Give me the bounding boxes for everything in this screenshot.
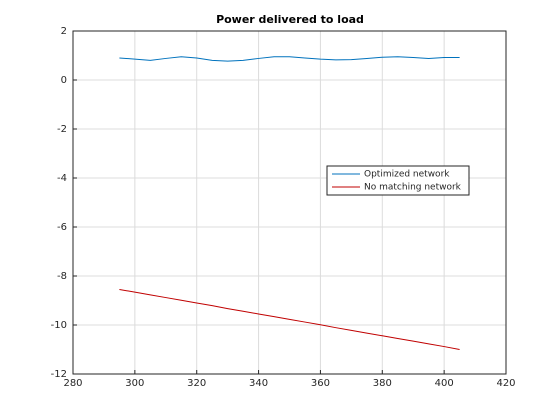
x-tick-label: 300	[125, 378, 144, 389]
axes-box	[72, 30, 507, 375]
data-line	[119, 288, 460, 350]
y-tick-label: -4	[57, 173, 67, 184]
y-tick-label: 2	[61, 26, 67, 37]
y-tick-label: -6	[57, 222, 67, 233]
y-tick-label: -8	[57, 271, 67, 282]
x-tick-label: 360	[311, 378, 330, 389]
x-tick-label: 320	[187, 378, 206, 389]
legend-label: No matching network	[364, 183, 462, 193]
x-tick-label: 280	[63, 378, 82, 389]
chart-title: Power delivered to load	[216, 13, 364, 26]
y-tick-label: -10	[51, 320, 67, 331]
y-tick-label: -2	[57, 124, 67, 135]
data-line	[119, 56, 460, 62]
y-tick-label: 0	[61, 75, 67, 86]
legend-box	[326, 165, 470, 196]
x-tick-label: 400	[435, 378, 454, 389]
y-tick-label: -12	[51, 369, 67, 380]
x-tick-label: 340	[249, 378, 268, 389]
legend: Optimized network No matching network	[326, 165, 470, 196]
x-tick-label: 420	[496, 378, 515, 389]
legend-label: Optimized network	[364, 170, 450, 180]
x-tick-label: 380	[373, 378, 392, 389]
